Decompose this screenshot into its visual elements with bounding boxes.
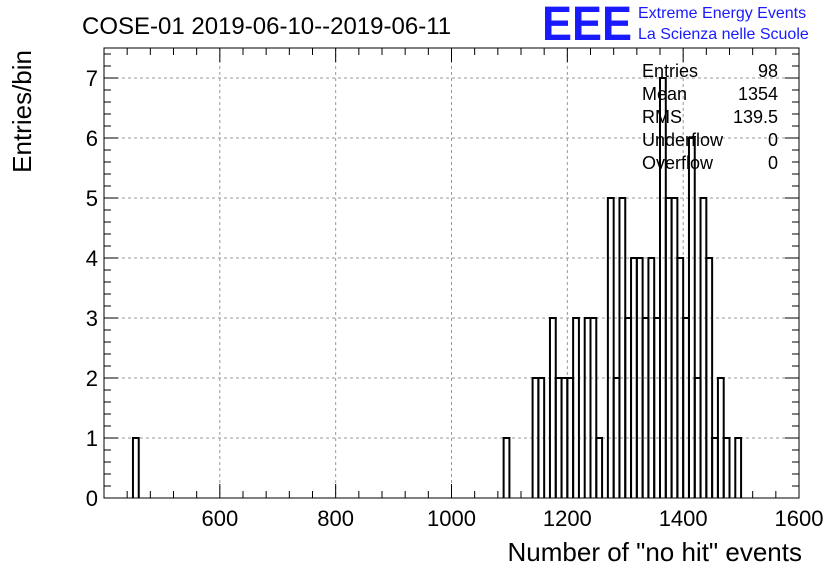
x-tick-label: 1600 bbox=[775, 506, 824, 531]
stats-label: Mean bbox=[642, 84, 687, 104]
logo-line2: La Scienza nelle Scuole bbox=[638, 26, 809, 43]
eee-logo: EEE Extreme Energy Events La Scienza nel… bbox=[542, 0, 809, 51]
histogram-bin bbox=[502, 437, 511, 498]
logo-line1: Extreme Energy Events bbox=[638, 5, 806, 22]
histogram-bin bbox=[722, 437, 731, 498]
stats-box: Entries 98 Mean 1354 RMS 139.5 Underflow 0 Overf… bbox=[642, 61, 778, 173]
x-tick-label: 800 bbox=[317, 506, 354, 531]
histogram-bin bbox=[131, 437, 140, 498]
axis-ticks bbox=[103, 48, 800, 499]
histogram-bin bbox=[537, 377, 546, 498]
x-tick-label: 600 bbox=[201, 506, 238, 531]
histogram-bin bbox=[589, 317, 598, 498]
y-tick-label: 2 bbox=[86, 366, 98, 391]
x-tick-label: 1000 bbox=[427, 506, 476, 531]
y-tick-label: 4 bbox=[86, 246, 98, 271]
histogram-bin bbox=[687, 137, 696, 498]
stats-label: Entries bbox=[642, 61, 698, 81]
y-tick-label: 6 bbox=[86, 126, 98, 151]
histogram-bin bbox=[606, 197, 615, 498]
stats-label: Underflow bbox=[642, 130, 724, 150]
stats-value: 1354 bbox=[738, 84, 778, 104]
y-axis-title: Entries/bin bbox=[7, 50, 37, 173]
stats-value: 98 bbox=[758, 61, 778, 81]
histogram-bin bbox=[572, 317, 580, 498]
logo-mark: EEE bbox=[542, 0, 632, 51]
chart-title: COSE-01 2019-06-10--2019-06-11 bbox=[82, 13, 451, 40]
y-tick-label: 7 bbox=[86, 66, 98, 91]
histogram-bin bbox=[595, 437, 604, 498]
y-tick-label: 1 bbox=[86, 426, 98, 451]
y-tick-label: 5 bbox=[86, 186, 98, 211]
y-tick-label: 3 bbox=[86, 306, 98, 331]
y-tick-label: 0 bbox=[86, 486, 98, 511]
stats-label: RMS bbox=[642, 107, 682, 127]
histogram-bin bbox=[705, 257, 714, 498]
stats-label: Overflow bbox=[642, 153, 714, 173]
x-tick-label: 1200 bbox=[543, 506, 592, 531]
x-axis-title: Number of "no hit" events bbox=[508, 537, 803, 567]
stats-value: 0 bbox=[768, 130, 778, 150]
stats-value: 139.5 bbox=[733, 107, 778, 127]
tick-labels: 600 800 1000 1200 1400 1600 0 1 2 3 4 5 6 7 bbox=[86, 66, 824, 531]
histogram-bin bbox=[734, 437, 743, 498]
stats-value: 0 bbox=[768, 153, 778, 173]
x-tick-label: 1400 bbox=[659, 506, 708, 531]
histogram-bars bbox=[131, 77, 743, 498]
